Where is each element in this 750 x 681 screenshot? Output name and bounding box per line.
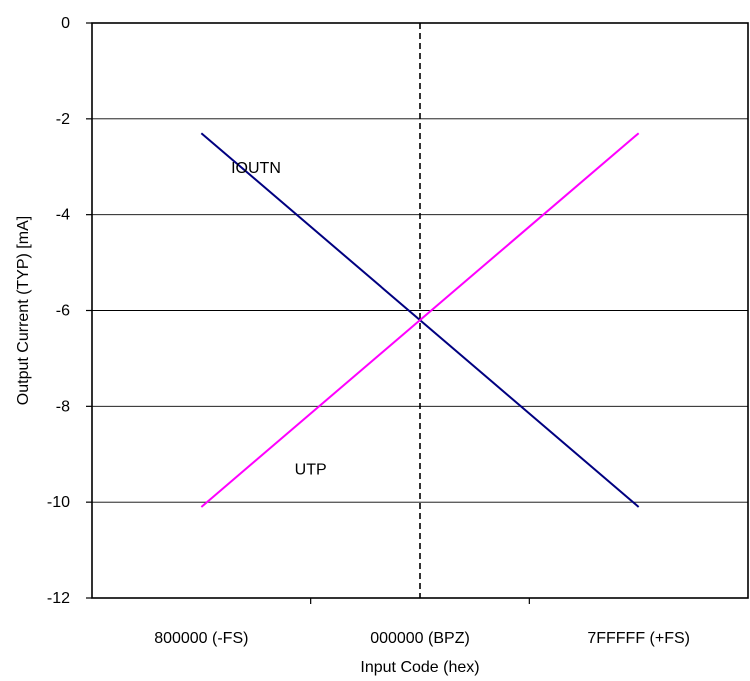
series-label-ioutn: IOUTN <box>231 160 281 177</box>
x-tick-label: 800000 (-FS) <box>154 630 248 647</box>
series-line-utp <box>200 132 640 508</box>
y-tick-label: -10 <box>47 494 70 511</box>
x-axis-ticks: 800000 (-FS) 000000 (BPZ) 7FFFFF (+FS) <box>154 598 690 647</box>
y-tick-label: -8 <box>56 398 70 415</box>
x-axis-label: Input Code (hex) <box>360 659 479 676</box>
gridlines <box>92 22 748 599</box>
y-tick-label: -12 <box>47 590 70 607</box>
y-axis-label: Output Current (TYP) [mA] <box>15 216 32 405</box>
y-tick-label: -2 <box>56 111 70 128</box>
y-tick-label: 0 <box>61 15 70 32</box>
y-tick-label: -4 <box>56 207 70 224</box>
x-tick-label: 7FFFFF (+FS) <box>587 630 690 647</box>
series-label-utp: UTP <box>295 462 327 479</box>
series-lines <box>200 132 640 508</box>
y-tick-label: -6 <box>56 303 70 320</box>
x-tick-label: 000000 (BPZ) <box>370 630 470 647</box>
y-axis-ticks: 0 -2 -4 -6 -8 -10 -12 <box>47 15 92 607</box>
series-labels: IOUTN UTP <box>231 160 327 479</box>
